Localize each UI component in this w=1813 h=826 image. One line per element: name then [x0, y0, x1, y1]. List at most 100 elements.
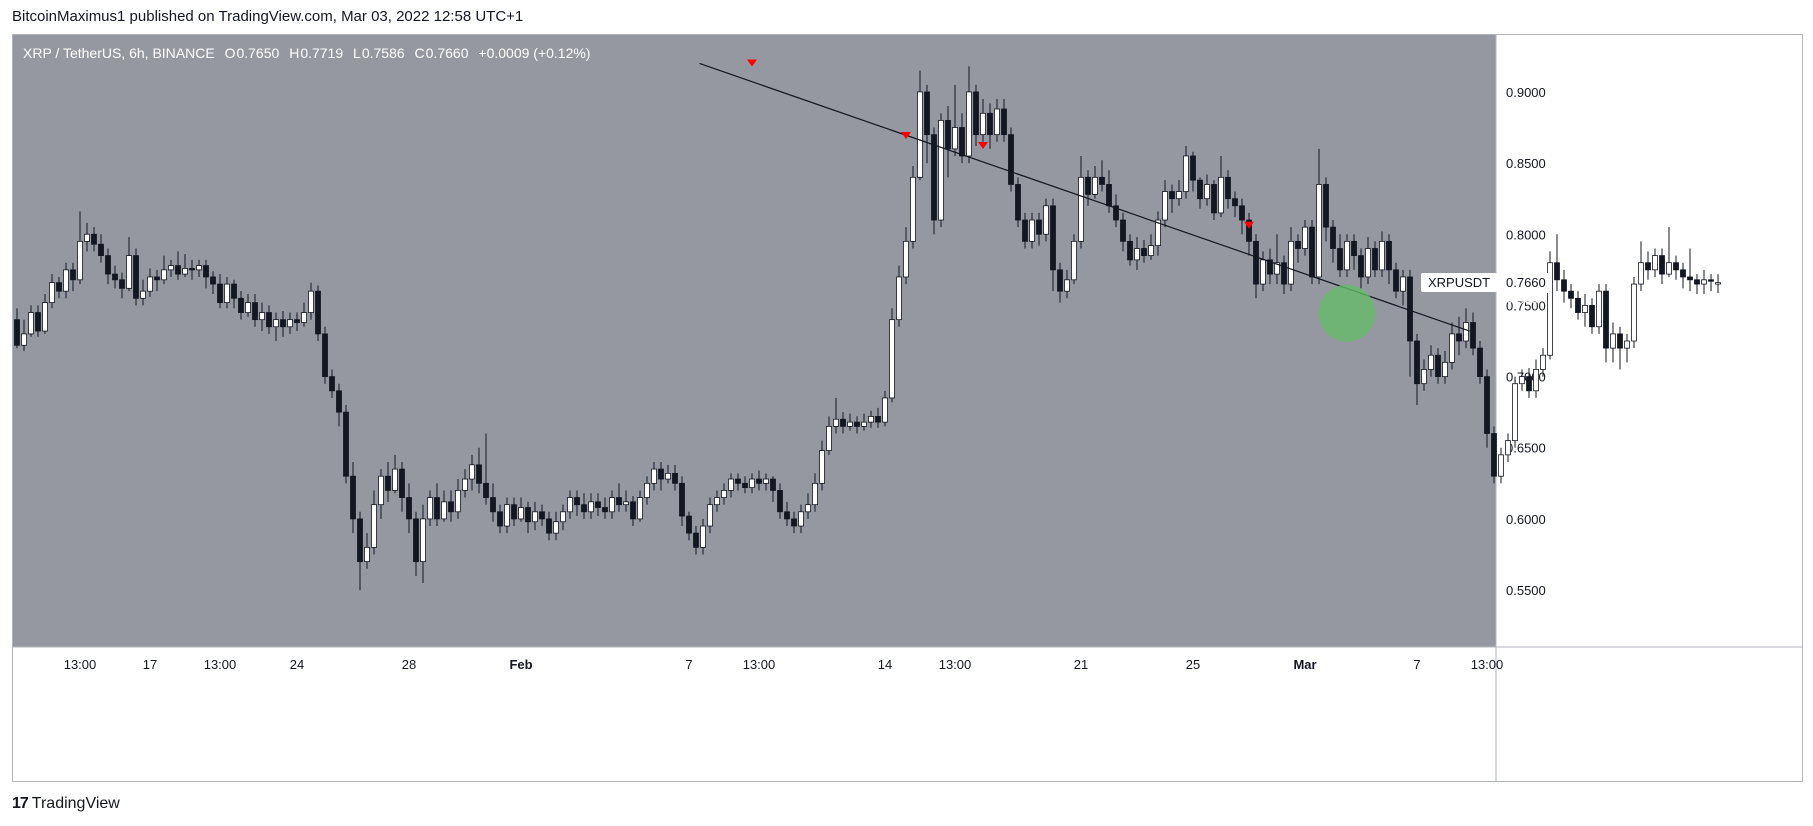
- candle-body: [1694, 279, 1700, 285]
- last-price-symbol-tag: XRPUSDT: [1421, 272, 1498, 292]
- candle-body: [1596, 290, 1602, 328]
- candle-body: [1190, 155, 1196, 181]
- candle-body: [350, 475, 356, 520]
- last-price-label: 0.7660: [1500, 272, 1552, 293]
- x-tick-label: Feb: [509, 657, 532, 672]
- candle-body: [560, 511, 566, 523]
- candle-body: [994, 108, 1000, 136]
- candle-body: [1085, 176, 1091, 195]
- candle-body: [1372, 248, 1378, 271]
- candle-body: [574, 497, 580, 506]
- candle-body: [315, 290, 321, 335]
- candle-body: [357, 518, 363, 563]
- candle-body: [1449, 333, 1455, 363]
- candle-body: [238, 297, 244, 313]
- candle-body: [1225, 176, 1231, 200]
- candle-body: [1708, 279, 1714, 282]
- candle-body: [301, 312, 307, 323]
- candle-body: [441, 501, 447, 520]
- x-tick-label: 14: [878, 657, 892, 672]
- candle-body: [1316, 184, 1322, 278]
- candle-body: [693, 532, 699, 548]
- candle-body: [1463, 322, 1469, 342]
- candle-body: [203, 265, 209, 278]
- candle-body: [1575, 297, 1581, 313]
- candle-body: [511, 504, 517, 520]
- candle-body: [616, 497, 622, 506]
- candle-body: [245, 302, 251, 313]
- candle-body: [1323, 184, 1329, 228]
- candle-body: [462, 478, 468, 491]
- tradingview-logo-icon: 17: [12, 795, 29, 812]
- x-tick-label: 7: [685, 657, 692, 672]
- candle-body: [1155, 219, 1161, 247]
- candle-body: [63, 269, 69, 292]
- candle-body: [70, 269, 76, 281]
- candle-body: [497, 511, 503, 527]
- candle-body: [56, 282, 62, 292]
- y-tick-label: 0.8500: [1506, 156, 1546, 171]
- candle-body: [1512, 383, 1518, 442]
- candle-body: [1715, 282, 1721, 285]
- legend-low-label: L: [353, 45, 361, 61]
- swing-high-marker: [747, 59, 757, 67]
- candle-body: [1379, 240, 1385, 271]
- candle-body: [1099, 176, 1105, 185]
- candle-body: [581, 504, 587, 513]
- candle-body: [1337, 248, 1343, 271]
- candle-body: [721, 490, 727, 498]
- candle-body: [1113, 205, 1119, 221]
- x-tick-label: 13:00: [939, 657, 972, 672]
- candle-body: [602, 507, 608, 513]
- candle-body: [1491, 433, 1497, 477]
- candle-body: [385, 475, 391, 491]
- candle-body: [273, 319, 279, 328]
- legend-open-label: O: [224, 45, 236, 61]
- candle-body: [1176, 191, 1182, 200]
- candle-body: [154, 276, 160, 281]
- price-scale-background: [1496, 35, 1802, 647]
- candle-body: [553, 521, 559, 534]
- candlestick-chart[interactable]: 0.9000 0.8500 0.8000 0.7500 0.7000 0.6500 0.60…: [13, 35, 1802, 781]
- candle-body: [1407, 276, 1413, 342]
- candle-body: [35, 312, 41, 332]
- y-tick-label: 0.7000: [1506, 370, 1546, 385]
- candle-body: [980, 112, 986, 136]
- x-tick-label: Mar: [1293, 657, 1316, 672]
- candle-body: [196, 265, 202, 271]
- tradingview-footer[interactable]: 17 TradingView: [12, 795, 120, 813]
- swing-high-marker: [1244, 221, 1254, 229]
- candle-body: [1162, 191, 1168, 221]
- candle-body: [686, 515, 692, 534]
- tradingview-brand: TradingView: [31, 795, 120, 812]
- candle-body: [455, 490, 461, 513]
- x-tick-label: 17: [143, 657, 157, 672]
- candle-body: [1652, 255, 1658, 271]
- candle-body: [1134, 248, 1140, 261]
- candle-body: [973, 91, 979, 136]
- candle-body: [707, 504, 713, 527]
- candle-body: [763, 478, 769, 484]
- candle-body: [1701, 279, 1707, 285]
- candle-body: [651, 468, 657, 484]
- y-tick-label: 0.6500: [1506, 441, 1546, 456]
- candle-body: [770, 478, 776, 491]
- candle-body: [1645, 262, 1651, 271]
- currency-badge[interactable]: USDT: [1746, 41, 1794, 62]
- legend-high-value: 0.7719: [300, 45, 344, 61]
- candle-body: [1477, 347, 1483, 377]
- candle-body: [539, 511, 545, 520]
- candle-body: [665, 472, 671, 480]
- candle-body: [854, 421, 860, 427]
- candle-body: [1442, 361, 1448, 377]
- candle-body: [959, 127, 965, 157]
- candle-body: [1610, 333, 1616, 349]
- candle-body: [1561, 279, 1567, 292]
- candle-body: [21, 333, 27, 346]
- candle-body: [525, 507, 531, 523]
- candle-body: [1253, 240, 1259, 285]
- candle-body: [1589, 305, 1595, 328]
- candle-body: [609, 497, 615, 513]
- chart-frame[interactable]: 0.9000 0.8500 0.8000 0.7500 0.7000 0.6500 0.60…: [12, 34, 1803, 782]
- candle-body: [931, 134, 937, 221]
